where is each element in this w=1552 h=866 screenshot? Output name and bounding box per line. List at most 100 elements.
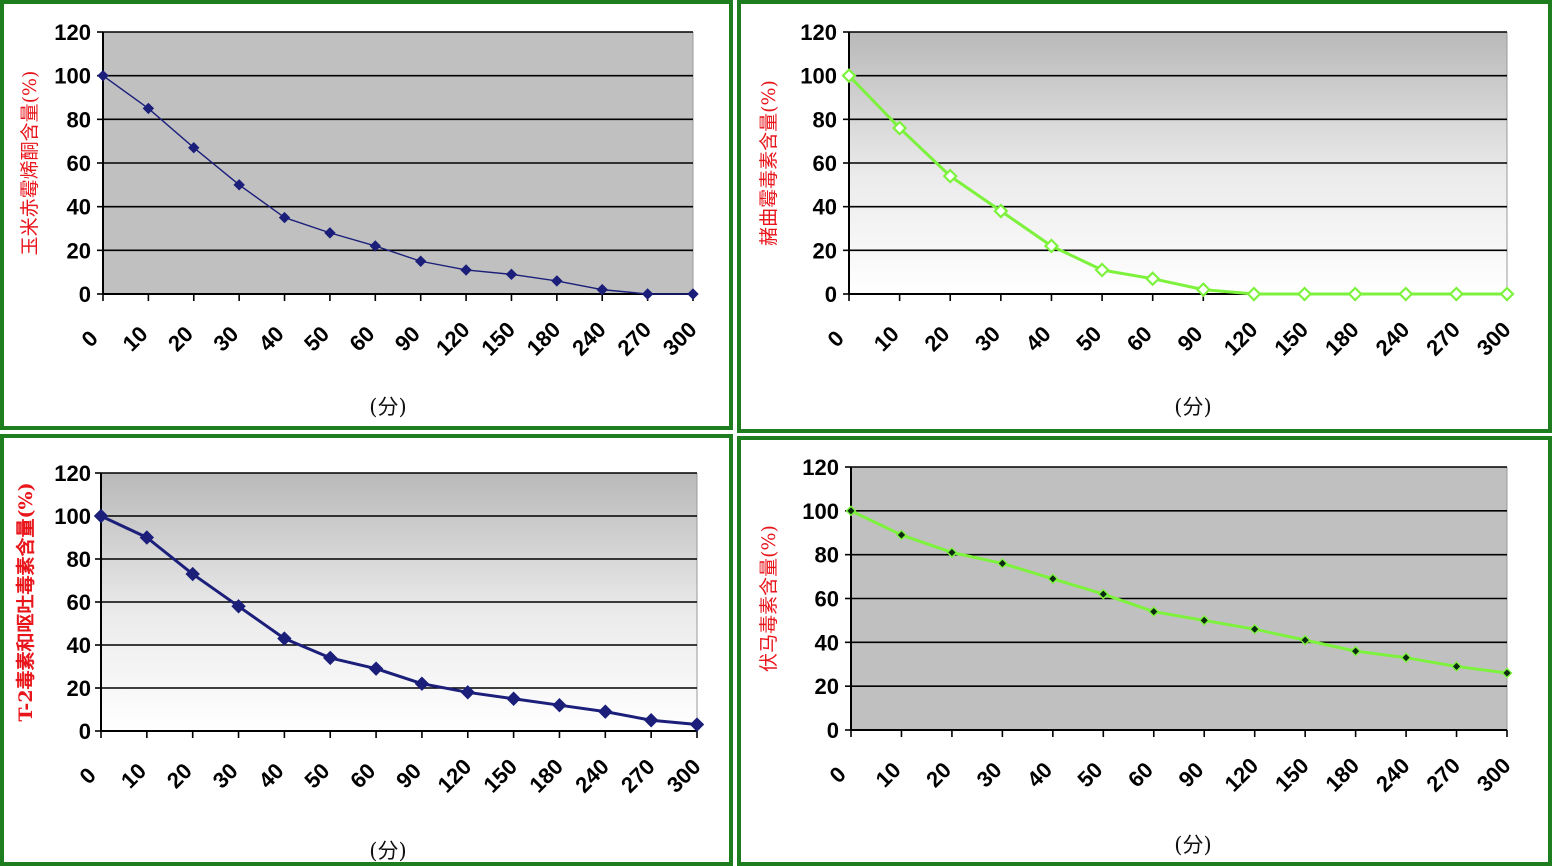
x-tick-label: 240: [570, 754, 614, 798]
data-point: [185, 566, 200, 582]
chart-panel-fumonisin: 0 20 40 60 80 100 120 0 10 20 30 40 50 60 90 120 150 180 2…: [737, 436, 1552, 866]
y-tick-label: 20: [67, 676, 91, 701]
x-tick-label: 20: [163, 321, 198, 356]
y-tick-label: 120: [54, 461, 91, 486]
data-point: [1195, 282, 1211, 298]
y-tick-label: 60: [67, 151, 91, 176]
y-tick-label: 80: [67, 547, 91, 572]
x-tick-label: 90: [1173, 321, 1208, 356]
y-tick-label: 60: [815, 587, 839, 612]
series-line: [102, 75, 693, 295]
data-point: [687, 288, 699, 300]
x-tick-label: 300: [1472, 317, 1516, 361]
x-tick-label: 0: [77, 326, 103, 352]
data-point: [1299, 634, 1311, 646]
y-tick-label: 120: [54, 20, 91, 45]
y-axis-title: 赭曲霉毒素含量(%): [758, 80, 780, 246]
x-axis-unit: (分): [1174, 395, 1211, 419]
data-point: [598, 704, 613, 719]
y-tick-label: 20: [813, 238, 837, 263]
y-tick-label: 60: [67, 590, 91, 615]
x-tick-label: 90: [391, 758, 426, 793]
data-point: [1249, 623, 1261, 635]
data-point: [1400, 652, 1412, 664]
data-point: [277, 631, 292, 646]
data-point: [689, 717, 705, 732]
x-axis-unit: (分): [1174, 833, 1211, 857]
x-tick-label: 40: [1022, 757, 1057, 792]
x-tick-label: 150: [476, 317, 520, 361]
x-tick-label: 40: [1021, 321, 1056, 356]
y-tick-label: 60: [813, 151, 837, 176]
y-tick-label: 40: [815, 630, 839, 655]
x-tick-label: 270: [1421, 317, 1465, 361]
x-tick-label: 150: [1270, 753, 1314, 797]
y-tick-label: 40: [813, 195, 837, 220]
x-tick-label: 50: [1073, 757, 1108, 792]
chart-panel-ochratoxin: 0 20 40 60 80 100 120 0 10 20 30 40 50 60 90 120 150 180 2…: [737, 0, 1552, 433]
data-point: [93, 508, 109, 524]
x-tick-label: 30: [972, 757, 1007, 792]
x-tick-label: 180: [1320, 753, 1364, 797]
data-point: [324, 227, 336, 239]
data-point: [188, 142, 200, 154]
y-tick-label: 40: [67, 195, 91, 220]
data-point: [1097, 588, 1109, 600]
x-tick-label: 10: [871, 757, 906, 792]
x-tick-label: 30: [208, 321, 243, 356]
x-tick-label: 40: [254, 321, 289, 356]
data-point: [142, 102, 155, 115]
y-tick-label: 120: [800, 20, 837, 45]
data-point: [369, 240, 382, 252]
x-axis-unit: (分): [369, 395, 406, 419]
y-tick-label: 40: [67, 633, 91, 658]
data-point: [1094, 262, 1110, 278]
data-point: [1246, 286, 1262, 302]
x-tick-label: 150: [478, 754, 522, 798]
x-axis-unit: (分): [369, 839, 406, 862]
data-point: [892, 120, 908, 136]
x-tick-label: 120: [431, 317, 475, 361]
y-axis-title: 玉米赤霉烯酮含量(%): [19, 71, 41, 256]
x-tick-label: 300: [1472, 753, 1516, 797]
x-tick-label: 270: [616, 754, 660, 798]
x-tick-label: 0: [75, 763, 101, 789]
chart-panel-t2-vomitoxin: 0 20 40 60 80 100 120 0 10 20 30 40 50 60 90 120 150 180 2…: [0, 434, 733, 866]
data-point: [946, 546, 958, 558]
data-point: [641, 288, 654, 300]
x-tick-label: 20: [919, 321, 954, 356]
data-point: [993, 203, 1009, 219]
data-point: [1148, 606, 1160, 618]
data-point: [368, 661, 384, 676]
data-point: [460, 264, 472, 276]
data-point: [895, 529, 907, 541]
data-point: [414, 676, 430, 691]
y-tick-label: 0: [79, 282, 91, 307]
y-tick-label: 20: [67, 238, 91, 263]
y-tick-label: 80: [813, 107, 837, 132]
x-tick-label: 50: [299, 321, 334, 356]
y-tick-label: 80: [67, 107, 91, 132]
x-tick-label: 60: [345, 321, 380, 356]
data-point: [942, 168, 958, 184]
data-point: [1451, 660, 1463, 672]
series-line: [100, 514, 698, 727]
data-point: [596, 283, 608, 296]
x-tick-label: 240: [1371, 317, 1415, 361]
x-tick-label: 40: [254, 758, 289, 793]
y-tick-label: 0: [79, 719, 91, 744]
x-tick-label: 90: [1173, 757, 1208, 792]
data-point: [139, 530, 155, 545]
data-point: [1347, 286, 1363, 302]
x-tick-label: 30: [208, 758, 243, 793]
y-tick-label: 0: [825, 282, 837, 307]
x-tick-label: 270: [612, 317, 656, 361]
y-tick-label: 80: [815, 543, 839, 568]
data-point: [323, 650, 338, 666]
data-point: [996, 557, 1008, 569]
x-tick-label: 50: [1071, 321, 1106, 356]
data-point: [551, 275, 563, 287]
